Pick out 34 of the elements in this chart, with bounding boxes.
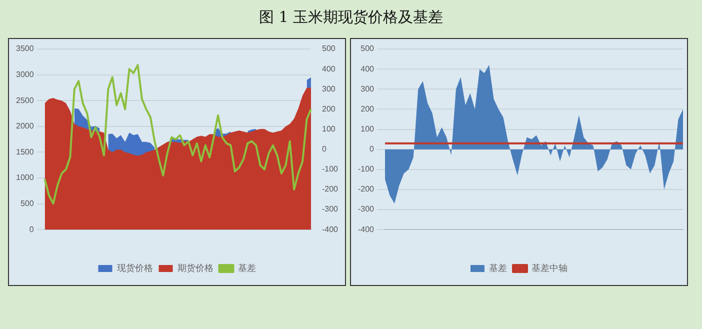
y2-tick-label: 200 <box>322 104 336 114</box>
y-tick-label: -300 <box>358 204 375 214</box>
y2-tick-label: 100 <box>322 124 336 134</box>
y2-tick-label: -100 <box>322 164 339 174</box>
y-tick-label: 3000 <box>16 70 34 80</box>
y2-tick-label: -200 <box>322 184 339 194</box>
y-tick-label: 100 <box>360 124 375 134</box>
y-tick-label: -200 <box>358 184 375 194</box>
legend-label: 基差 <box>238 262 256 273</box>
y-tick-label: -400 <box>358 224 375 234</box>
y2-tick-label: 0 <box>322 144 327 154</box>
y2-tick-label: 400 <box>322 64 336 74</box>
y-tick-label: 300 <box>360 84 375 94</box>
y2-tick-label: 500 <box>322 44 336 54</box>
y2-tick-label: -400 <box>322 224 339 234</box>
y-tick-label: 1500 <box>16 147 34 156</box>
y-tick-label: 400 <box>360 64 375 74</box>
y-tick-label: 0 <box>370 144 375 154</box>
text: 图 1 玉米期现货价格及基差 <box>258 8 444 27</box>
y-tick-label: 500 <box>20 199 34 208</box>
legend-label: 基差 <box>489 262 507 273</box>
y2-tick-label: -300 <box>322 204 339 214</box>
y-tick-label: 500 <box>360 44 375 54</box>
legend-label: 期货价格 <box>177 262 214 273</box>
y-tick-label: 3500 <box>16 44 34 54</box>
y-tick-label: 0 <box>29 224 34 234</box>
y-tick-label: 2000 <box>16 122 34 131</box>
y-tick-label: 200 <box>360 104 375 114</box>
y2-tick-label: 300 <box>322 84 336 94</box>
legend-label: 基差中轴 <box>532 262 568 273</box>
y-tick-label: 1000 <box>16 173 34 182</box>
legend-label: 现货价格 <box>116 262 153 273</box>
y-tick-label: 2500 <box>16 96 34 105</box>
y-tick-label: -100 <box>358 164 375 174</box>
